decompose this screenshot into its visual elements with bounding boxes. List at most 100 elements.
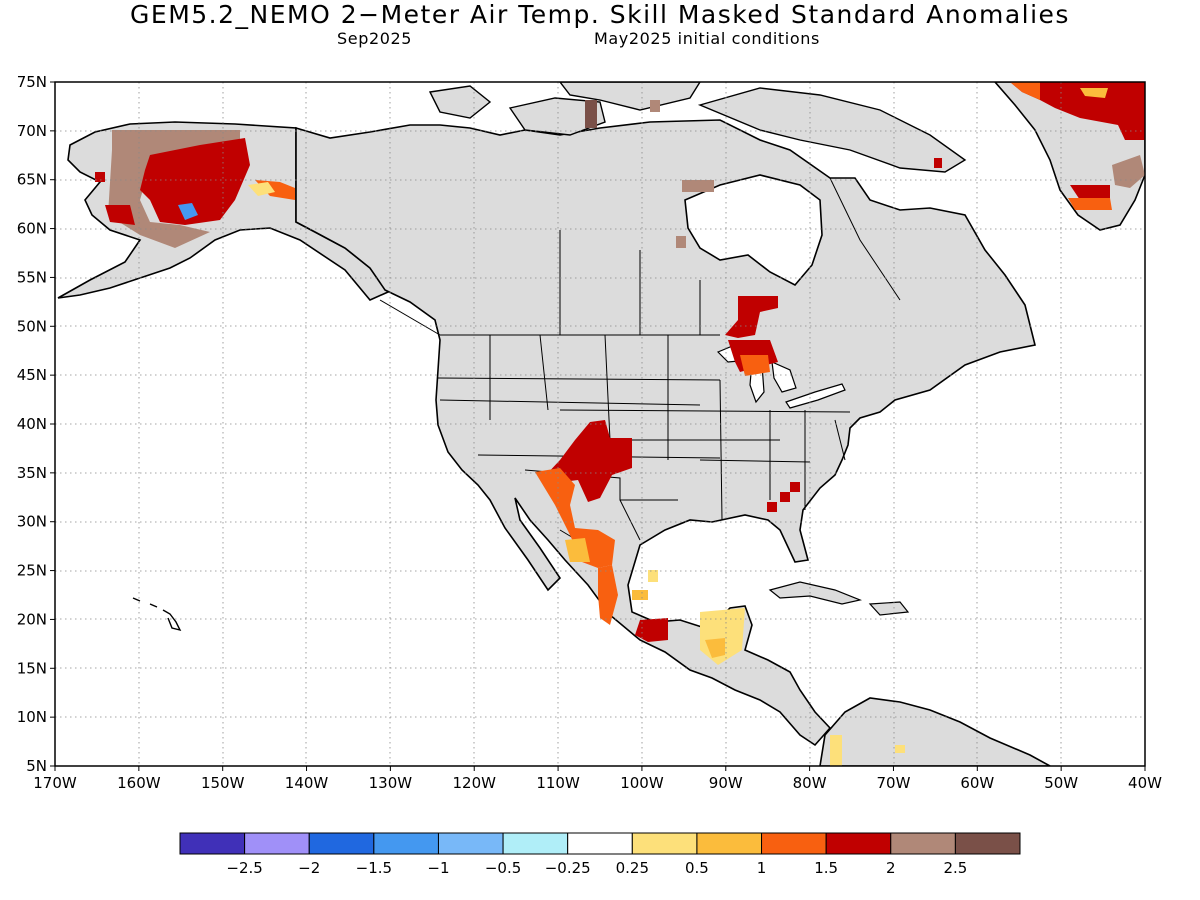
lon-tick-label: 140W (285, 774, 329, 792)
anomaly-alaska-small (95, 172, 105, 182)
lon-tick-label: 70W (877, 774, 911, 792)
lat-tick-label: 10N (17, 708, 47, 726)
colorbar-swatch (890, 832, 956, 855)
colorbar-label: 1.5 (814, 859, 838, 877)
anomaly-southwest-red (545, 420, 632, 502)
longitude-labels: 170W 160W 150W 140W 130W 120W 110W 100W 90W 80W 70… (33, 766, 1162, 792)
lon-tick-label: 100W (620, 774, 664, 792)
lake-huron (771, 361, 797, 393)
lat-tick-label: 25N (17, 562, 47, 580)
lat-tick-label: 50N (17, 317, 47, 335)
lat-lon-grid (55, 82, 1145, 766)
colorbar-swatch (244, 832, 310, 855)
colorbar-label: 2 (886, 859, 896, 877)
lat-tick-label: 15N (17, 659, 47, 677)
lon-tick-label: 110W (536, 774, 580, 792)
ellesmere-island (559, 82, 701, 111)
lat-tick-label: 75N (17, 73, 47, 91)
colorbar-swatch (308, 832, 375, 855)
lat-tick-label: 55N (17, 268, 47, 286)
lon-tick-label: 50W (1044, 774, 1078, 792)
lat-tick-label: 45N (17, 366, 47, 384)
colorbar-swatch (567, 832, 633, 855)
lat-tick-label: 70N (17, 122, 47, 140)
lat-tick-label: 65N (17, 171, 47, 189)
anomaly-hudson-brown (682, 180, 714, 192)
cuba (768, 581, 863, 605)
colorbar-swatch (825, 832, 892, 855)
colorbar-swatch (502, 832, 569, 855)
colorbar-swatch (179, 832, 246, 855)
hudson-bay (684, 174, 823, 287)
colorbar-swatch (437, 832, 504, 855)
lake-erie-ontario (785, 383, 846, 409)
anomaly-greenland-south-red (1070, 185, 1110, 200)
baffin-island (697, 87, 967, 173)
anomaly-gulf-yellow (648, 570, 658, 582)
anomaly-se-red1 (790, 482, 800, 492)
anomaly-alaska-yellow (248, 182, 275, 196)
colorbar-label: −1 (427, 859, 449, 877)
anomaly-ontario-red (725, 296, 778, 338)
south-america (819, 697, 1051, 766)
colorbar-label: 1 (757, 859, 767, 877)
anomaly-arctic-brown1 (585, 100, 597, 128)
colorbar-label: 0.5 (685, 859, 709, 877)
colorbar-swatch (631, 832, 698, 855)
colorbar: −2.5 −2 −1.5 −1 −0.5 −0.25 0.25 0.5 1 1.5 2 2.5 (179, 832, 1021, 877)
anomaly-greenland-red (1010, 82, 1145, 140)
anomaly-sa-yellow2 (895, 745, 905, 753)
initial-conditions: May2025 initial conditions (594, 29, 820, 48)
lat-tick-label: 30N (17, 513, 47, 531)
colorbar-swatch (373, 832, 439, 855)
anomaly-overlays (95, 82, 1145, 766)
lat-tick-label: 20N (17, 610, 47, 628)
lon-tick-label: 40W (1128, 774, 1162, 792)
anomaly-yucatan-orange (705, 638, 725, 658)
forecast-month: Sep2025 (337, 29, 413, 48)
anomaly-se-red2 (780, 492, 790, 502)
hispaniola (868, 601, 910, 616)
anomaly-alaska-brown (108, 130, 240, 248)
colorbar-swatch (696, 832, 763, 855)
anomaly-greenland-orange (1010, 82, 1040, 100)
anomaly-gulf-orange (632, 590, 648, 600)
lon-tick-label: 80W (793, 774, 827, 792)
latitude-labels: 75N 70N 65N 60N 55N 50N 45N 40N 35N 30N 25N 20N 15N 1… (17, 73, 55, 775)
anomaly-mexico-yellow (565, 538, 590, 562)
victoria-island (508, 97, 606, 136)
lon-tick-label: 170W (33, 774, 77, 792)
colorbar-label: −2 (298, 859, 320, 877)
lon-tick-label: 120W (452, 774, 496, 792)
anomaly-southwest-orange (535, 468, 615, 568)
colorbar-label: −1.5 (356, 859, 392, 877)
lon-tick-label: 160W (117, 774, 161, 792)
anomaly-se-red3 (767, 502, 777, 512)
colorbar-swatch (954, 832, 1021, 855)
colorbar-label: −0.5 (485, 859, 521, 877)
anomaly-hudson-brown2 (676, 236, 686, 248)
lon-tick-label: 60W (960, 774, 994, 792)
lon-tick-label: 150W (201, 774, 245, 792)
anomaly-sa-yellow1 (830, 735, 842, 766)
lat-tick-label: 35N (17, 464, 47, 482)
anomaly-greenland-orange2 (1080, 88, 1108, 98)
anomaly-arctic-brown2 (650, 100, 660, 112)
map-title: GEM5.2_NEMO 2−Meter Air Temp. Skill Mask… (130, 0, 1070, 29)
anomaly-alaska-blue (178, 203, 198, 220)
lon-tick-label: 90W (709, 774, 743, 792)
lat-tick-label: 5N (26, 757, 47, 775)
anomaly-greatlakes-orange (740, 355, 770, 376)
colorbar-label: −2.5 (226, 859, 262, 877)
lat-tick-label: 40N (17, 415, 47, 433)
colorbar-swatch (761, 832, 827, 855)
north-america-landmass (295, 119, 1036, 747)
lon-tick-label: 130W (369, 774, 413, 792)
colorbar-label: 0.25 (616, 859, 649, 877)
banks-island (428, 85, 492, 119)
anomaly-labrador-red (934, 158, 942, 168)
map-layers (55, 82, 1145, 766)
anomaly-alaska-red (140, 138, 250, 225)
lat-tick-label: 60N (17, 220, 47, 238)
